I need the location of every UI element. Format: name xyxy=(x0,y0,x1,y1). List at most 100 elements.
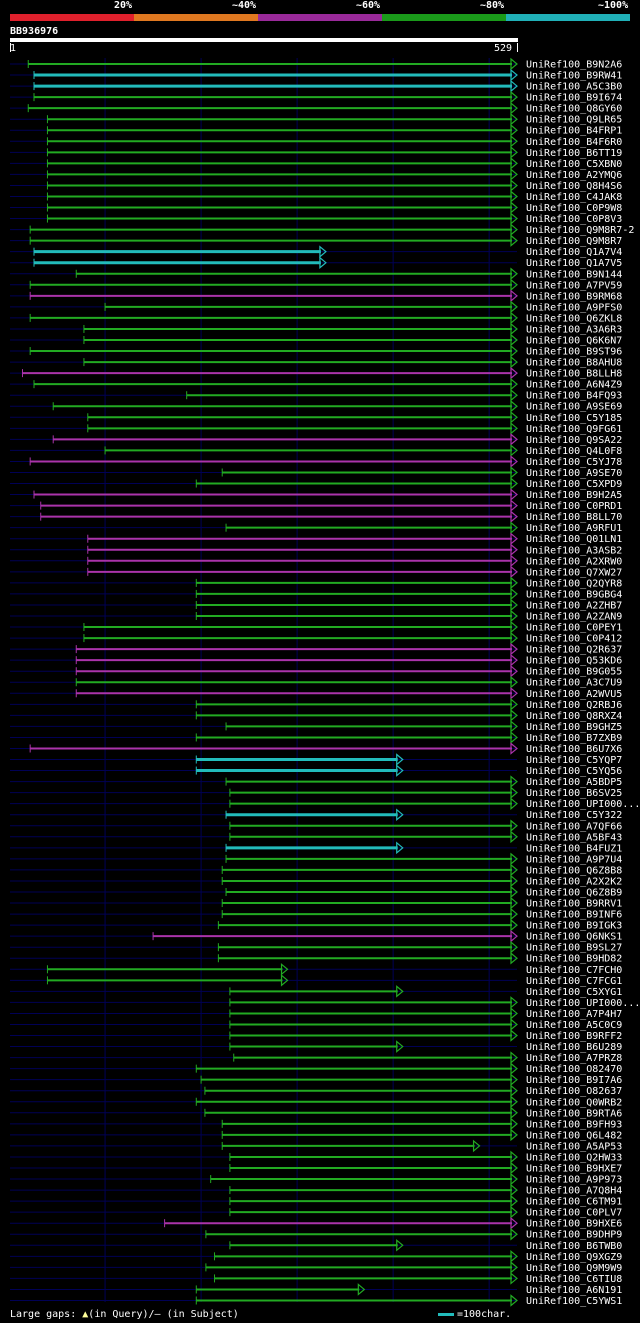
hit-label: UniRef100_B9RW41 xyxy=(526,71,622,82)
legend-segment xyxy=(382,14,506,21)
hit-label: UniRef100_Q9SA22 xyxy=(526,435,622,446)
hit-end-arrow xyxy=(510,499,518,512)
hit-label: UniRef100_B7ZXB9 xyxy=(526,733,622,744)
hit-label: UniRef100_A5BF43 xyxy=(526,832,622,843)
hit-end-arrow xyxy=(510,333,518,347)
hit-label: UniRef100_Q1A7V5 xyxy=(526,258,622,269)
scale-line-icon xyxy=(438,1312,454,1316)
hit-label: UniRef100_B4FUZ1 xyxy=(526,843,622,854)
hit-end-arrow xyxy=(510,1084,518,1098)
hit-label: UniRef100_B9IGK3 xyxy=(526,921,622,932)
hit-label: UniRef100_Q8GY60 xyxy=(526,104,622,115)
hit-label: UniRef100_B4FQ93 xyxy=(526,391,622,402)
hit-label: UniRef100_A9P973 xyxy=(526,1175,622,1186)
hit-label: UniRef100_Q53KD6 xyxy=(526,656,622,667)
hit-end-arrow xyxy=(510,940,518,954)
query-end: 529 xyxy=(494,43,513,54)
hit-end-arrow xyxy=(510,90,518,104)
hit-label: UniRef100_A3C7U9 xyxy=(526,678,622,689)
hit-end-arrow xyxy=(510,112,518,126)
hit-label: UniRef100_A7P4H7 xyxy=(526,1009,622,1020)
hit-label: UniRef100_Q6K6N7 xyxy=(526,336,622,347)
hit-label: UniRef100_A2ZAN9 xyxy=(526,612,622,623)
hit-label: UniRef100_B9ST96 xyxy=(526,347,622,358)
hit-label: UniRef100_C7FCG1 xyxy=(526,976,622,987)
hit-label: UniRef100_Q8H4S6 xyxy=(526,181,622,192)
hit-end-arrow xyxy=(510,532,518,546)
hit-label: UniRef100_A9P7U4 xyxy=(526,854,622,865)
hit-end-arrow xyxy=(510,576,518,590)
hit-end-arrow xyxy=(510,863,518,877)
hit-end-arrow xyxy=(510,1216,518,1230)
hit-end-arrow xyxy=(510,289,518,303)
hit-end-arrow xyxy=(510,322,518,336)
hit-end-arrow xyxy=(510,1128,518,1142)
hit-end-arrow xyxy=(319,256,327,270)
hit-label: UniRef100_B6SV25 xyxy=(526,788,622,799)
hit-end-arrow xyxy=(510,929,518,943)
hit-end-arrow xyxy=(510,587,518,601)
hit-end-arrow xyxy=(510,1272,518,1285)
hit-end-arrow xyxy=(510,521,518,534)
hit-label: UniRef100_B4FRP1 xyxy=(526,126,622,137)
scale-text: =100char. xyxy=(457,1309,512,1320)
hit-end-arrow xyxy=(510,488,518,501)
hit-label: UniRef100_B9RFF2 xyxy=(526,1031,622,1042)
hit-end-arrow xyxy=(510,620,518,634)
hit-label: UniRef100_Q9LR65 xyxy=(526,115,622,126)
hit-label: UniRef100_B8LL70 xyxy=(526,512,622,523)
hit-label: UniRef100_C5YWS1 xyxy=(526,1296,622,1307)
hit-end-arrow xyxy=(510,1250,518,1263)
hit-label: UniRef100_A2X2K2 xyxy=(526,876,622,887)
hit-label: UniRef100_C6TM91 xyxy=(526,1197,622,1208)
hit-label: UniRef100_Q2QYR8 xyxy=(526,578,622,589)
hit-end-arrow xyxy=(510,422,518,435)
hit-label: UniRef100_Q1A7V4 xyxy=(526,247,622,258)
hit-end-arrow xyxy=(510,223,518,236)
hit-end-arrow xyxy=(510,101,518,115)
hit-end-arrow xyxy=(396,985,404,998)
hit-end-arrow xyxy=(510,388,518,402)
hit-end-arrow xyxy=(510,1150,518,1164)
hit-end-arrow xyxy=(510,554,518,568)
hit-end-arrow xyxy=(510,775,518,788)
hit-end-arrow xyxy=(510,179,518,192)
hit-label: UniRef100_B9RM68 xyxy=(526,291,622,302)
hit-end-arrow xyxy=(510,201,518,214)
hit-end-arrow xyxy=(510,1227,518,1241)
legend-label: ~80% xyxy=(480,0,505,11)
hit-label: UniRef100_B9INF6 xyxy=(526,910,622,921)
hit-end-arrow xyxy=(510,146,518,159)
hit-end-arrow xyxy=(510,410,518,424)
hit-end-arrow xyxy=(510,123,518,137)
hit-label: UniRef100_C5YJ78 xyxy=(526,457,622,468)
hit-end-arrow xyxy=(357,1283,366,1296)
hit-label: UniRef100_A7PV59 xyxy=(526,280,622,291)
hit-end-arrow xyxy=(510,1073,518,1086)
hit-end-arrow xyxy=(510,885,518,899)
hit-label: UniRef100_C5Y185 xyxy=(526,413,622,424)
hit-label: UniRef100_B9H2A5 xyxy=(526,490,622,501)
legend-label: ~60% xyxy=(356,0,381,11)
hit-label: UniRef100_C4JAK8 xyxy=(526,192,622,203)
hit-label: UniRef100_A9SE69 xyxy=(526,402,622,413)
hit-label: UniRef100_Q6L482 xyxy=(526,1130,622,1141)
hit-label: UniRef100_C6TIU8 xyxy=(526,1274,622,1285)
hit-label: UniRef100_A2WVU5 xyxy=(526,689,622,700)
hit-end-arrow xyxy=(510,311,518,325)
hit-end-arrow xyxy=(280,974,289,987)
hit-label: UniRef100_C5YQ56 xyxy=(526,766,622,777)
query-id: BB936976 xyxy=(10,26,59,37)
hit-label: UniRef100_B9FH93 xyxy=(526,1119,622,1130)
hit-end-arrow xyxy=(510,896,518,910)
hit-end-arrow xyxy=(510,1018,518,1031)
hit-label: UniRef100_A2ZHB7 xyxy=(526,600,622,611)
hit-label: UniRef100_C0P9W8 xyxy=(526,203,622,214)
hit-end-arrow xyxy=(510,1294,518,1307)
hit-label: UniRef100_Q9XGZ9 xyxy=(526,1252,622,1263)
hit-end-arrow xyxy=(510,300,518,314)
hit-label: UniRef100_B9DHP9 xyxy=(526,1230,622,1241)
hit-end-arrow xyxy=(510,1106,518,1120)
scale-legend: =100char. xyxy=(438,1309,511,1320)
hit-end-arrow xyxy=(510,698,518,711)
